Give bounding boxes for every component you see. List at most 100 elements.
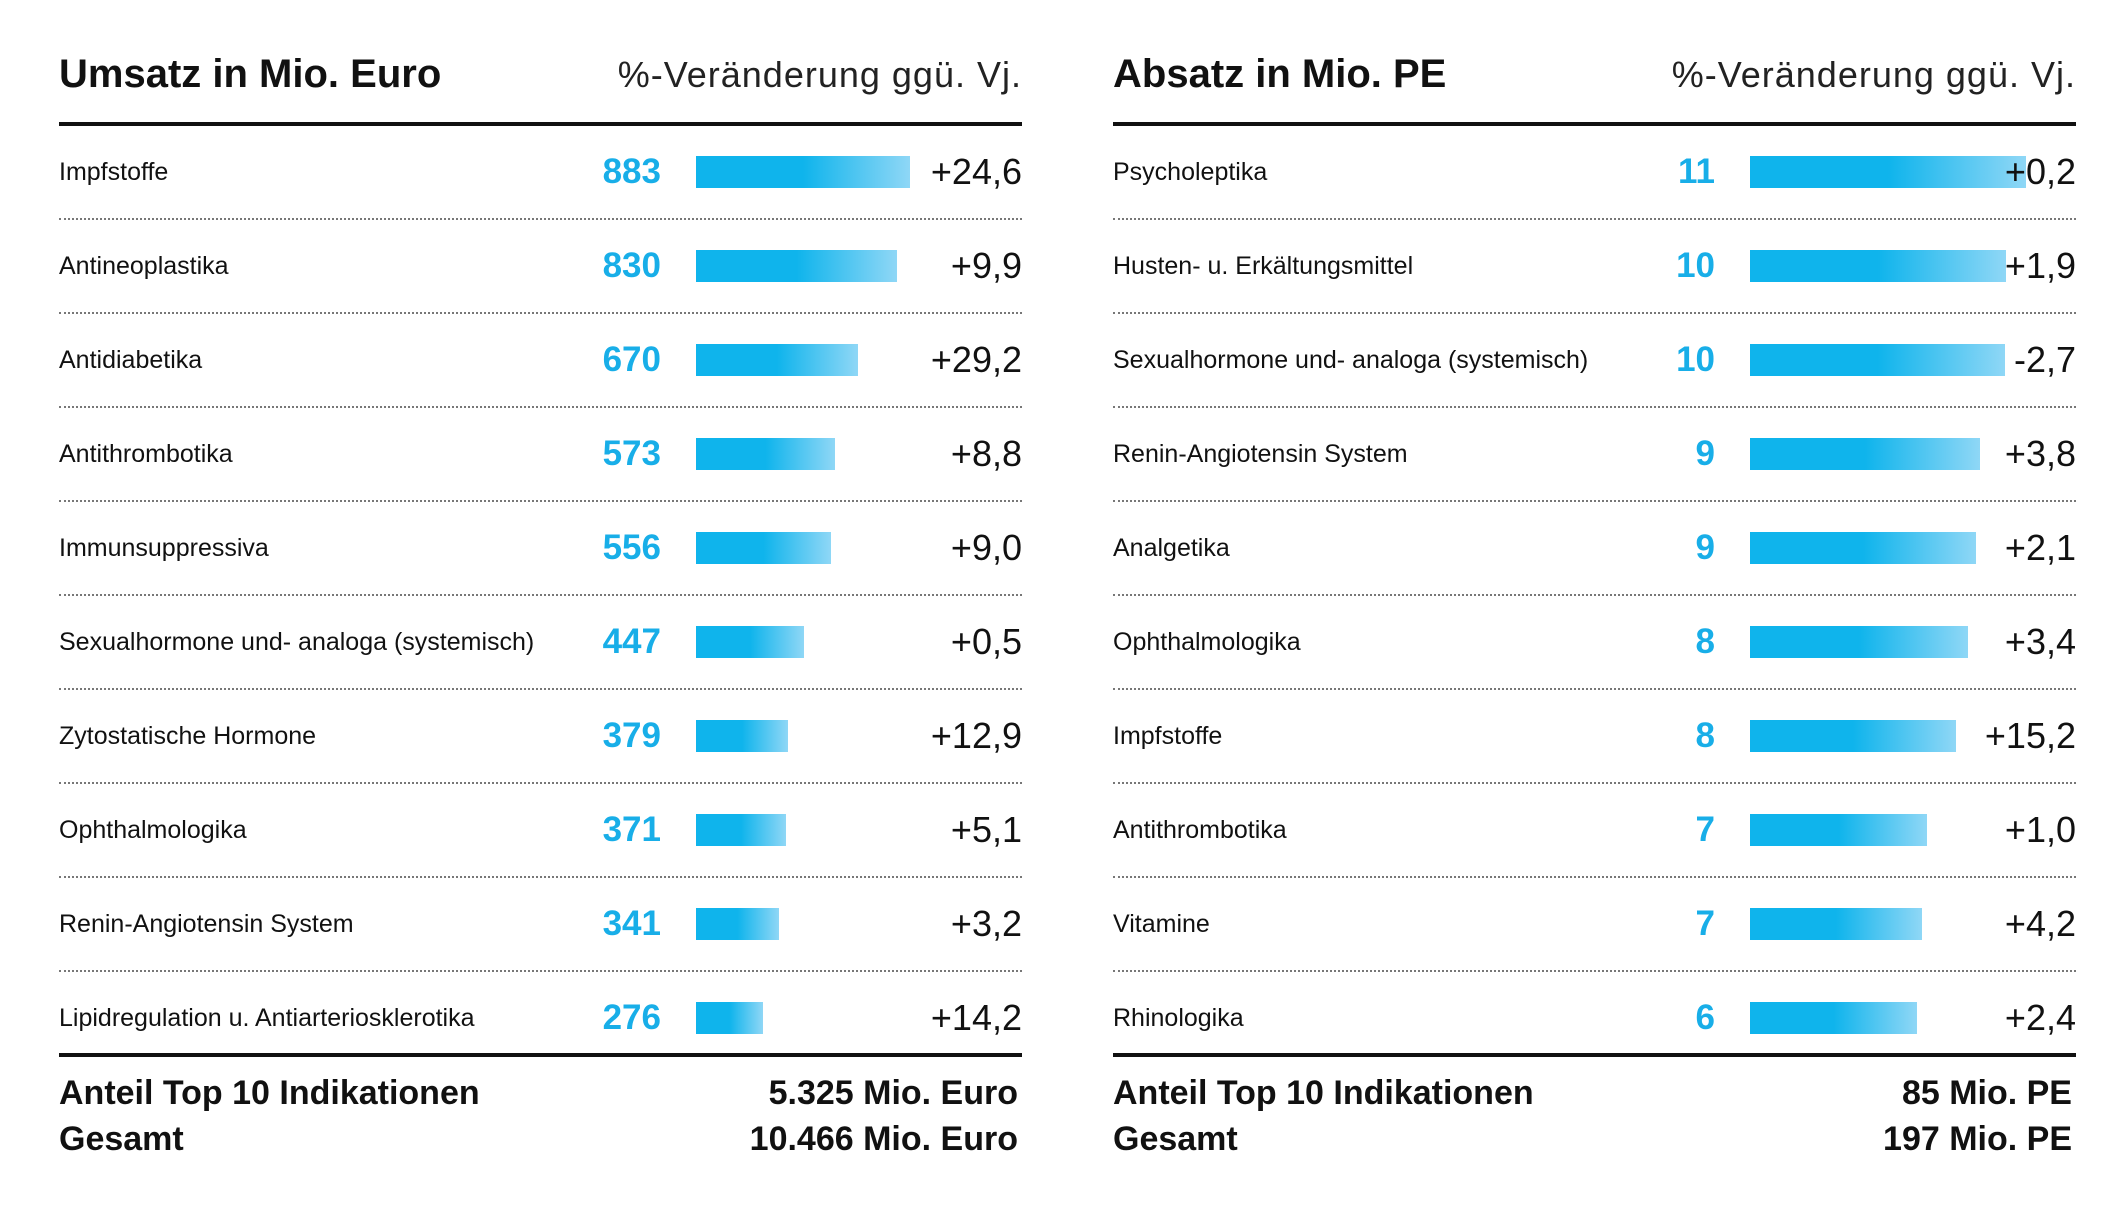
- bar: [696, 344, 858, 376]
- row-change: +0,5: [950, 621, 1022, 662]
- row-change: +0,2: [2004, 151, 2076, 192]
- row-value: 7: [1695, 904, 1715, 943]
- row-value: 556: [602, 528, 661, 567]
- row-value: 7: [1695, 810, 1715, 849]
- bar: [696, 814, 786, 846]
- sales-row: Rhinologika 6 +2,4: [1113, 972, 2076, 1064]
- row-label: Immunsuppressiva: [59, 534, 269, 562]
- row-label: Psycholeptika: [1113, 158, 1268, 186]
- sales-change-header: %-Veränderung ggü. Vj.: [1671, 54, 2076, 95]
- row-value: 830: [602, 246, 661, 285]
- revenue-row: Immunsuppressiva 556 +9,0: [59, 502, 1022, 596]
- row-change: +8,8: [950, 433, 1022, 474]
- sales-top10-label: Anteil Top 10 Indikationen: [1113, 1074, 1534, 1112]
- row-label: Ophthalmologika: [59, 816, 247, 844]
- revenue-row: Ophthalmologika 371 +5,1: [59, 784, 1022, 878]
- row-change: +3,8: [2004, 433, 2076, 474]
- row-value: 276: [602, 998, 661, 1037]
- sales-overall-value: 197 Mio. PE: [1883, 1120, 2072, 1158]
- row-value: 371: [602, 810, 661, 849]
- row-label: Lipidregulation u. Antiarteriosklerotika: [59, 1004, 475, 1032]
- sales-row: Ophthalmologika 8 +3,4: [1113, 596, 2076, 690]
- row-change: +15,2: [1984, 715, 2076, 756]
- sales-header: Absatz in Mio. PE %-Veränderung ggü. Vj.: [1113, 52, 2076, 112]
- row-change: +5,1: [950, 809, 1022, 850]
- row-label: Analgetika: [1113, 534, 1230, 562]
- revenue-panel: Umsatz in Mio. Euro %-Veränderung ggü. V…: [59, 0, 1022, 1205]
- sales-rows: Psycholeptika 11 +0,2 Husten- u. Erkältungs…: [1113, 126, 2076, 1064]
- revenue-row: Antithrombotika 573 +8,8: [59, 408, 1022, 502]
- bar: [696, 532, 831, 564]
- revenue-footer-rule: [59, 1053, 1022, 1057]
- revenue-top10-value: 5.325 Mio. Euro: [768, 1074, 1018, 1112]
- bar: [696, 720, 788, 752]
- bar: [696, 1002, 763, 1034]
- row-value: 8: [1695, 622, 1715, 661]
- sales-row: Vitamine 7 +4,2: [1113, 878, 2076, 972]
- row-value: 8: [1695, 716, 1715, 755]
- row-value: 883: [602, 152, 661, 191]
- bar: [696, 626, 804, 658]
- row-value: 10: [1676, 246, 1715, 285]
- bar: [696, 156, 910, 188]
- revenue-row: Renin-Angiotensin System 341 +3,2: [59, 878, 1022, 972]
- row-change: +9,9: [950, 245, 1022, 286]
- row-change: +2,4: [2004, 997, 2076, 1038]
- sales-row: Analgetika 9 +2,1: [1113, 502, 2076, 596]
- bar: [1750, 156, 2026, 188]
- revenue-overall-value: 10.466 Mio. Euro: [749, 1120, 1018, 1158]
- row-label: Impfstoffe: [59, 158, 169, 186]
- sales-footer-rule: [1113, 1053, 2076, 1057]
- bar: [1750, 720, 1956, 752]
- sales-row: Antithrombotika 7 +1,0: [1113, 784, 2076, 878]
- sales-top10-value: 85 Mio. PE: [1901, 1074, 2072, 1112]
- sales-header-rule: [1113, 122, 2076, 126]
- row-change: +12,9: [930, 715, 1022, 756]
- sales-title: Absatz in Mio. PE: [1113, 52, 1447, 96]
- sales-row: Renin-Angiotensin System 9 +3,8: [1113, 408, 2076, 502]
- row-label: Renin-Angiotensin System: [59, 910, 354, 938]
- bar: [1750, 532, 1976, 564]
- revenue-header-rule: [59, 122, 1022, 126]
- row-value: 11: [1678, 152, 1715, 191]
- bar: [1750, 908, 1922, 940]
- row-change: +9,0: [950, 527, 1022, 568]
- row-change: +2,1: [2004, 527, 2076, 568]
- row-change: +4,2: [2004, 903, 2076, 944]
- sales-panel: Absatz in Mio. PE %-Veränderung ggü. Vj.…: [1113, 0, 2076, 1205]
- revenue-change-header: %-Veränderung ggü. Vj.: [617, 54, 1022, 95]
- bar: [1750, 250, 2006, 282]
- sales-row: Impfstoffe 8 +15,2: [1113, 690, 2076, 784]
- row-value: 10: [1676, 340, 1715, 379]
- row-value: 9: [1695, 434, 1715, 473]
- row-label: Sexualhormone und- analoga (systemisch): [59, 628, 535, 656]
- revenue-row: Lipidregulation u. Antiarteriosklerotika…: [59, 972, 1022, 1064]
- revenue-row: Antidiabetika 670 +29,2: [59, 314, 1022, 408]
- row-change: +24,6: [930, 151, 1022, 192]
- row-label: Antithrombotika: [1113, 816, 1287, 844]
- row-label: Sexualhormone und- analoga (systemisch): [1113, 346, 1589, 374]
- revenue-overall-label: Gesamt: [59, 1120, 184, 1158]
- row-label: Antithrombotika: [59, 440, 233, 468]
- revenue-top10-label: Anteil Top 10 Indikationen: [59, 1074, 480, 1112]
- row-value: 670: [602, 340, 661, 379]
- sales-row: Husten- u. Erkältungsmittel 10 +1,9: [1113, 220, 2076, 314]
- revenue-rows: Impfstoffe 883 +24,6 Antineoplastika 830 +9,9…: [59, 126, 1022, 1064]
- bar: [1750, 626, 1968, 658]
- bar: [696, 438, 835, 470]
- row-label: Antidiabetika: [59, 346, 203, 374]
- row-change: +3,2: [950, 903, 1022, 944]
- revenue-row: Impfstoffe 883 +24,6: [59, 126, 1022, 220]
- sales-overall-label: Gesamt: [1113, 1120, 1238, 1158]
- row-label: Impfstoffe: [1113, 722, 1223, 750]
- bar: [1750, 814, 1927, 846]
- bar: [1750, 344, 2005, 376]
- revenue-header: Umsatz in Mio. Euro %-Veränderung ggü. V…: [59, 52, 1022, 112]
- bar: [696, 908, 779, 940]
- row-value: 573: [602, 434, 661, 473]
- row-value: 379: [602, 716, 661, 755]
- row-change: +3,4: [2004, 621, 2076, 662]
- row-value: 447: [602, 622, 661, 661]
- revenue-row: Sexualhormone und- analoga (systemisch) 4…: [59, 596, 1022, 690]
- sales-row: Sexualhormone und- analoga (systemisch) 1…: [1113, 314, 2076, 408]
